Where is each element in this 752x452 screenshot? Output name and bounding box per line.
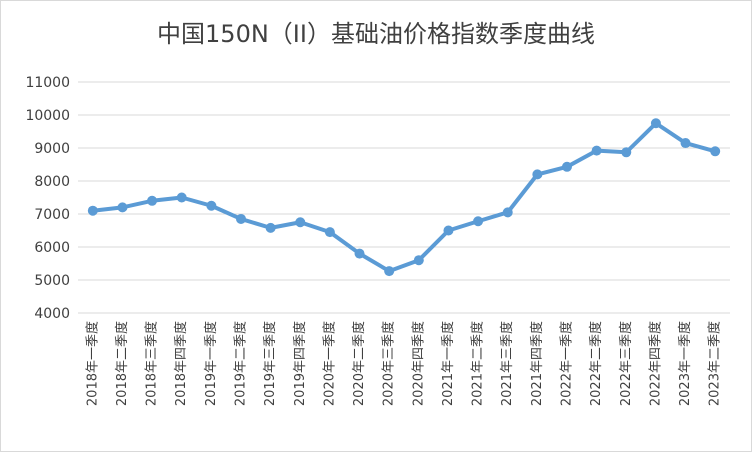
data-point bbox=[650, 118, 661, 129]
data-point bbox=[562, 161, 572, 172]
data-point bbox=[176, 192, 187, 203]
data-point bbox=[324, 227, 335, 238]
x-tick-label: 2020年一季度 bbox=[321, 321, 337, 406]
x-tick-label: 2021年三季度 bbox=[499, 321, 515, 406]
x-tick-label: 2023年二季度 bbox=[707, 321, 723, 406]
data-point bbox=[117, 202, 128, 213]
data-point bbox=[502, 207, 513, 218]
data-point bbox=[354, 248, 365, 259]
x-tick-label: 2020年四季度 bbox=[410, 321, 426, 406]
y-tick-label: 11000 bbox=[25, 75, 70, 91]
chart-title: 中国150N（II）基础油价格指数季度曲线 bbox=[157, 20, 595, 48]
x-tick-label: 2022年二季度 bbox=[588, 321, 604, 406]
x-tick-label: 2020年三季度 bbox=[381, 321, 397, 406]
data-point bbox=[710, 146, 721, 157]
x-tick-label: 2020年二季度 bbox=[351, 321, 367, 406]
x-tick-label: 2021年四季度 bbox=[529, 321, 545, 406]
x-tick-label: 2019年四季度 bbox=[292, 321, 308, 406]
y-tick-label: 10000 bbox=[25, 108, 70, 124]
data-point bbox=[236, 213, 246, 224]
data-point bbox=[87, 205, 98, 216]
y-tick-label: 6000 bbox=[34, 240, 70, 256]
data-point bbox=[413, 255, 424, 266]
data-point bbox=[473, 216, 484, 227]
data-point bbox=[443, 225, 454, 236]
data-point bbox=[206, 200, 217, 211]
data-point bbox=[265, 222, 276, 233]
grid-lines bbox=[78, 81, 730, 314]
data-point bbox=[384, 266, 395, 277]
x-tick-label: 2018年四季度 bbox=[173, 321, 189, 406]
y-tick-label: 4000 bbox=[34, 306, 70, 322]
x-tick-label: 2021年二季度 bbox=[470, 321, 486, 406]
x-tick-label: 2021年一季度 bbox=[440, 321, 456, 406]
y-tick-label: 8000 bbox=[34, 174, 70, 190]
series-polyline bbox=[90, 121, 718, 274]
x-tick-label: 2018年二季度 bbox=[114, 321, 130, 406]
x-tick-label: 2022年四季度 bbox=[647, 321, 663, 406]
data-point bbox=[680, 138, 691, 149]
data-point bbox=[295, 217, 306, 228]
x-tick-label: 2022年一季度 bbox=[559, 321, 575, 406]
data-point bbox=[532, 169, 543, 180]
series-line bbox=[87, 118, 721, 277]
x-axis-labels: 2018年一季度 2018年二季度 2018年三季度 2018年四季度 2019年一季度… bbox=[84, 321, 722, 406]
x-tick-label: 2018年三季度 bbox=[144, 321, 160, 406]
y-tick-label: 7000 bbox=[34, 207, 70, 223]
data-point bbox=[147, 195, 158, 206]
x-tick-label: 2023年一季度 bbox=[677, 321, 693, 406]
data-point bbox=[591, 145, 602, 156]
x-tick-label: 2022年三季度 bbox=[618, 321, 634, 406]
y-axis-labels: 4000 5000 6000 7000 8000 9000 10000 11000 bbox=[25, 75, 70, 322]
x-tick-label: 2018年一季度 bbox=[84, 321, 100, 406]
data-point bbox=[621, 147, 632, 158]
y-tick-label: 9000 bbox=[34, 141, 70, 157]
x-tick-label: 2019年三季度 bbox=[262, 321, 278, 406]
y-tick-label: 5000 bbox=[34, 273, 70, 289]
x-tick-label: 2019年二季度 bbox=[233, 321, 249, 406]
x-tick-label: 2019年一季度 bbox=[203, 321, 219, 406]
